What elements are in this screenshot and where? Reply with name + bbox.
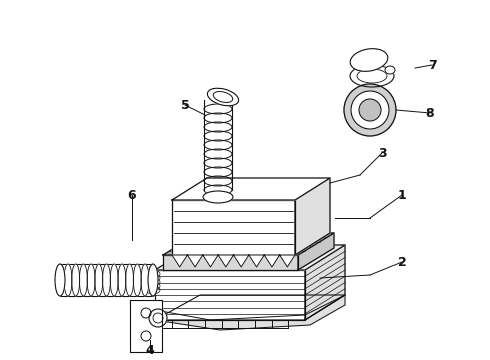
Ellipse shape	[148, 264, 158, 296]
Ellipse shape	[72, 264, 80, 296]
Ellipse shape	[149, 309, 167, 327]
Ellipse shape	[133, 264, 141, 296]
Ellipse shape	[344, 84, 396, 136]
Ellipse shape	[359, 99, 381, 121]
Ellipse shape	[79, 264, 87, 296]
Ellipse shape	[55, 264, 65, 296]
Ellipse shape	[385, 66, 395, 74]
Polygon shape	[280, 255, 295, 267]
Polygon shape	[264, 255, 280, 267]
Ellipse shape	[95, 264, 103, 296]
Text: 1: 1	[397, 189, 406, 202]
Polygon shape	[203, 255, 218, 267]
Text: 7: 7	[428, 59, 437, 72]
Polygon shape	[295, 178, 330, 255]
Polygon shape	[155, 245, 345, 270]
Ellipse shape	[87, 264, 95, 296]
Text: 8: 8	[426, 107, 434, 120]
Ellipse shape	[102, 264, 111, 296]
Polygon shape	[155, 270, 305, 320]
Polygon shape	[163, 233, 334, 255]
Text: 2: 2	[397, 256, 406, 269]
Ellipse shape	[64, 264, 72, 296]
Polygon shape	[234, 255, 249, 267]
Polygon shape	[163, 255, 298, 270]
Ellipse shape	[203, 191, 233, 203]
Polygon shape	[155, 295, 345, 320]
Polygon shape	[130, 300, 162, 352]
Polygon shape	[298, 233, 334, 270]
Ellipse shape	[350, 49, 388, 71]
Ellipse shape	[118, 264, 126, 296]
Text: 3: 3	[378, 147, 386, 159]
Circle shape	[141, 308, 151, 318]
Polygon shape	[187, 255, 203, 267]
Polygon shape	[249, 255, 264, 267]
Ellipse shape	[110, 264, 118, 296]
Polygon shape	[218, 255, 234, 267]
Ellipse shape	[125, 264, 134, 296]
Polygon shape	[155, 295, 345, 330]
Polygon shape	[172, 255, 187, 267]
Polygon shape	[172, 178, 330, 200]
Text: 4: 4	[146, 343, 154, 356]
Polygon shape	[172, 200, 295, 255]
Ellipse shape	[141, 264, 149, 296]
Ellipse shape	[350, 65, 394, 87]
Text: 5: 5	[181, 99, 189, 112]
Text: 6: 6	[128, 189, 136, 202]
Polygon shape	[305, 245, 345, 320]
Circle shape	[141, 331, 151, 341]
Ellipse shape	[351, 91, 389, 129]
Ellipse shape	[207, 88, 239, 106]
